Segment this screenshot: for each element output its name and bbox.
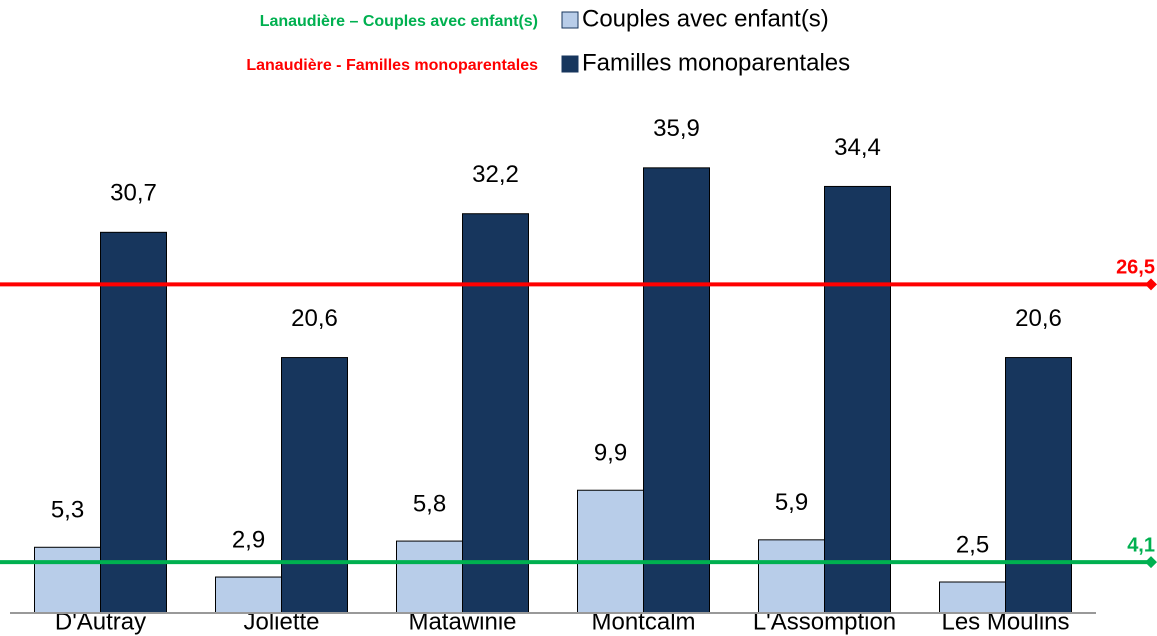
legend-label: Couples avec enfant(s) [582,5,829,32]
reference-line-label: 26,5 [1116,257,1155,279]
bar [462,213,529,614]
data-label: 2,5 [956,531,989,558]
reference-line-end [1145,556,1157,569]
bar [34,546,101,614]
bar [1005,357,1072,614]
data-label: 5,8 [413,490,446,517]
reference-line-name: Lanaudière - Familles monoparentales [246,57,538,74]
reference-line-label: 4,1 [1127,534,1155,556]
bar [281,357,348,614]
bar [100,231,167,614]
data-label: 30,7 [110,180,157,207]
data-label: 5,3 [51,497,84,524]
data-label: 5,9 [775,489,808,516]
bar [758,539,825,614]
bar [215,576,282,614]
reference-line-end [1145,278,1157,291]
reference-line-name: Lanaudière – Couples avec enfant(s) [260,13,538,30]
data-label: 35,9 [653,115,700,142]
data-label: 20,6 [1015,305,1062,332]
legend-swatch [561,55,579,73]
data-label: 34,4 [834,134,881,161]
data-label: 2,9 [232,526,265,553]
bar [939,581,1006,614]
data-label: 32,2 [472,161,519,188]
data-label: 9,9 [594,440,627,467]
legend-label: Familles monoparentales [582,49,850,76]
bar [396,540,463,614]
data-label: 20,6 [291,305,338,332]
bar [643,167,710,614]
legend-swatch [561,11,579,29]
bar [577,489,644,614]
bar [824,185,891,614]
